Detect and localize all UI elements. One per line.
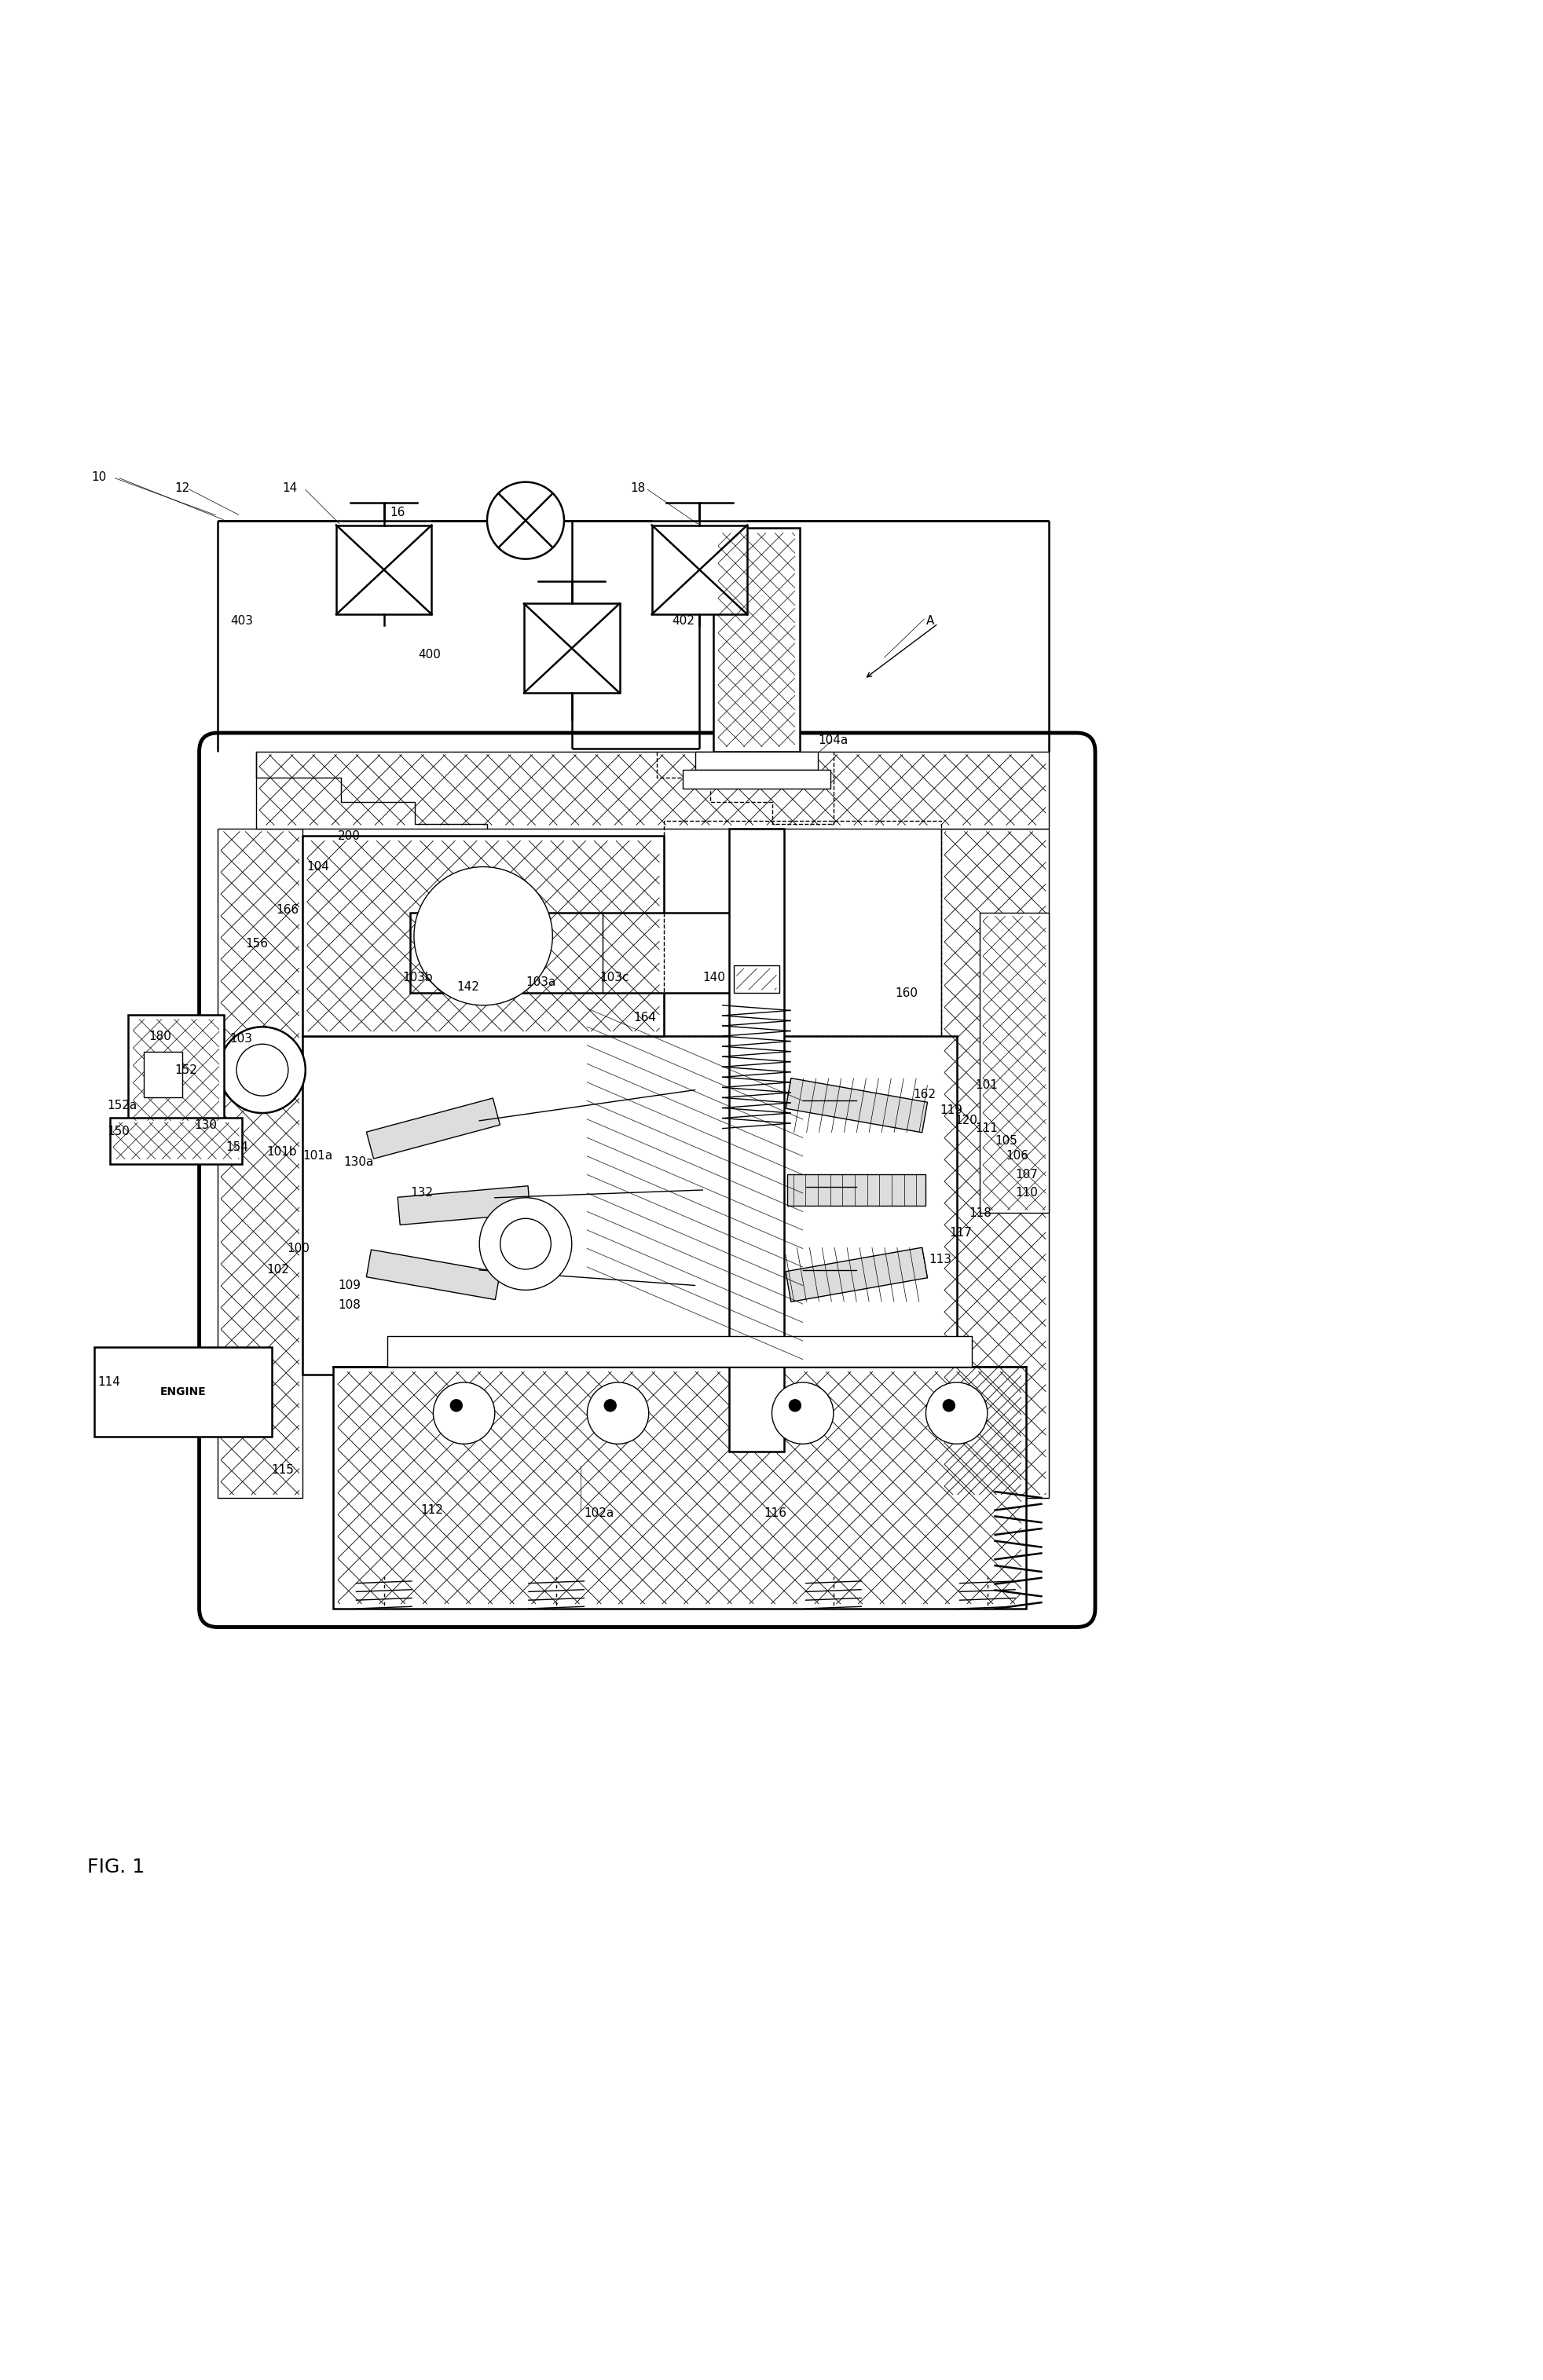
Text: 104: 104 (307, 862, 330, 873)
Bar (980, 914, 1048, 1214)
Bar (728, 828, 784, 1452)
Polygon shape (785, 1078, 927, 1133)
Text: 107: 107 (1015, 1169, 1037, 1180)
Text: 118: 118 (969, 1207, 991, 1219)
Text: 103: 103 (230, 1033, 253, 1045)
Text: 130a: 130a (344, 1157, 373, 1169)
Text: 142: 142 (457, 981, 478, 992)
Text: 102a: 102a (583, 1507, 614, 1518)
Bar (256, 752, 1048, 828)
Text: 402: 402 (671, 614, 694, 626)
Circle shape (451, 1399, 463, 1411)
Polygon shape (366, 1250, 500, 1299)
Text: 101: 101 (975, 1081, 997, 1092)
Text: 106: 106 (1006, 1150, 1028, 1161)
Text: 132: 132 (410, 1188, 432, 1200)
Bar (128, 1014, 224, 1126)
Bar (94, 1347, 272, 1435)
Bar (682, 769, 830, 788)
Polygon shape (366, 1097, 500, 1159)
Text: 154: 154 (225, 1140, 248, 1152)
Text: 160: 160 (895, 988, 918, 1000)
Bar (336, 526, 432, 614)
Text: 140: 140 (702, 971, 725, 983)
Text: 111: 111 (975, 1123, 997, 1135)
Polygon shape (398, 1185, 531, 1226)
Text: 114: 114 (97, 1376, 120, 1388)
Text: 100: 100 (287, 1242, 310, 1254)
Bar (651, 526, 747, 614)
Circle shape (480, 1197, 571, 1290)
Text: 104a: 104a (818, 735, 847, 747)
Bar (410, 914, 756, 992)
Text: 110: 110 (1015, 1188, 1037, 1200)
Text: 117: 117 (949, 1228, 971, 1240)
Text: 112: 112 (421, 1504, 443, 1516)
Circle shape (772, 1383, 833, 1445)
Bar (387, 1335, 972, 1366)
FancyBboxPatch shape (199, 733, 1094, 1628)
Bar (333, 1366, 1026, 1609)
Bar (694, 752, 818, 769)
Text: 400: 400 (418, 647, 440, 659)
Text: 403: 403 (230, 614, 253, 626)
Text: ENGINE: ENGINE (160, 1385, 207, 1397)
Circle shape (219, 1026, 306, 1114)
Text: 105: 105 (995, 1135, 1017, 1147)
Text: 119: 119 (940, 1104, 961, 1116)
Text: 115: 115 (272, 1464, 295, 1476)
Text: 108: 108 (338, 1299, 360, 1311)
Bar (733, 966, 779, 992)
Bar (302, 835, 663, 1035)
Circle shape (943, 1399, 955, 1411)
Text: 16: 16 (390, 507, 406, 519)
Text: 180: 180 (148, 1031, 171, 1042)
Text: 116: 116 (764, 1507, 787, 1518)
Text: 120: 120 (955, 1114, 977, 1126)
Bar (523, 605, 619, 693)
Text: 164: 164 (633, 1012, 656, 1023)
Text: 162: 162 (913, 1088, 935, 1100)
Text: 166: 166 (276, 904, 299, 916)
Text: 150: 150 (106, 1126, 130, 1138)
Text: 10: 10 (91, 471, 106, 483)
Circle shape (488, 483, 563, 559)
Text: FIG. 1: FIG. 1 (86, 1859, 143, 1878)
Circle shape (926, 1383, 988, 1445)
Text: 113: 113 (929, 1254, 950, 1266)
Text: 14: 14 (282, 483, 298, 495)
Text: 152: 152 (174, 1064, 198, 1076)
Text: 101b: 101b (267, 1145, 298, 1157)
Circle shape (434, 1383, 495, 1445)
Bar (143, 1052, 182, 1097)
Text: 101a: 101a (302, 1150, 332, 1161)
Polygon shape (785, 1247, 927, 1302)
Text: 12: 12 (174, 483, 190, 495)
Text: A: A (926, 614, 934, 626)
Text: 103c: 103c (599, 971, 628, 983)
Circle shape (236, 1045, 289, 1095)
Text: 130: 130 (194, 1119, 218, 1130)
Circle shape (500, 1219, 551, 1269)
Text: 109: 109 (338, 1280, 361, 1292)
Bar (663, 821, 941, 1035)
Bar (302, 1035, 957, 1376)
Text: 103a: 103a (525, 976, 555, 988)
Text: 156: 156 (245, 938, 268, 950)
Circle shape (414, 866, 552, 1004)
Polygon shape (787, 1176, 926, 1204)
Text: 102: 102 (267, 1264, 290, 1276)
Text: 200: 200 (338, 831, 360, 843)
Bar (110, 1119, 242, 1164)
Text: 18: 18 (630, 483, 645, 495)
Circle shape (788, 1399, 801, 1411)
Circle shape (586, 1383, 648, 1445)
Text: 152a: 152a (106, 1100, 137, 1111)
Bar (218, 828, 302, 1497)
Bar (713, 528, 799, 752)
Bar (941, 828, 1048, 1497)
Circle shape (603, 1399, 616, 1411)
Text: 103b: 103b (403, 971, 432, 983)
